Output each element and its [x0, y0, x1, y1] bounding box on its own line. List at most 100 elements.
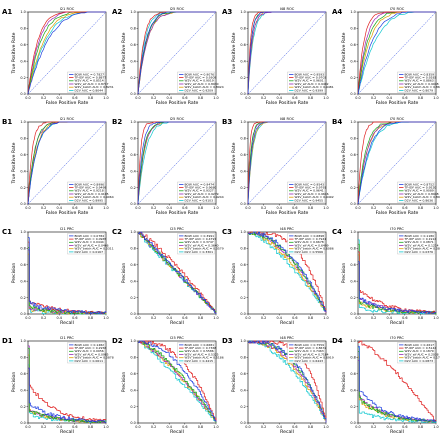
y-axis-label: True Positive Rate: [341, 142, 347, 184]
y-tick-label: 0.6: [130, 372, 135, 376]
y-axis-label: True Positive Rate: [231, 142, 237, 184]
x-axis-label: False Positive Rate: [156, 100, 199, 106]
x-tick-label: 0.4: [56, 316, 61, 320]
chance-diagonal: [27, 121, 107, 205]
x-tick-label: 0.8: [308, 316, 313, 320]
x-tick-label: 0.8: [198, 316, 203, 320]
series-line: [138, 233, 217, 314]
series-line: [27, 121, 106, 205]
legend-entry: W2V AUC = 0.0956: [75, 349, 104, 353]
panel-d1: D1 I21 PRC 0.00.0 0.2 0.2 0.4 0.4 0.6 0.6 0.8 0.8 1…: [2, 336, 114, 435]
x-tick-label: 0.6: [292, 206, 297, 210]
y-tick-label: 0.2: [130, 405, 135, 409]
panel-label: B4: [332, 118, 342, 126]
y-tick-label: 0.2: [350, 186, 355, 190]
y-tick-label: 0.6: [20, 372, 25, 376]
legend-entry: TF-IDF AUC = 0.9499: [74, 186, 107, 190]
y-tick-label: 0.2: [130, 76, 135, 80]
panel-label: A4: [332, 8, 342, 16]
y-tick-label: 0.6: [20, 153, 25, 157]
y-tick-label: 0.4: [130, 388, 135, 392]
x-axis-label: False Positive Rate: [376, 210, 419, 216]
x-tick-label: 0.2: [371, 425, 376, 429]
legend-entry: W2V_batch AUC = 0.6919: [295, 356, 334, 360]
x-axis-label: False Positive Rate: [266, 100, 309, 106]
x-tick-label: 0.6: [182, 96, 187, 100]
legend-entry: W2V_sif AUC = 0.3640: [185, 243, 219, 247]
y-tick-label: 0.0: [130, 202, 135, 206]
y-tick-label: 0.8: [350, 356, 355, 360]
y-tick-label: 0.8: [130, 356, 135, 360]
y-tick-label: 0.6: [130, 263, 135, 267]
y-tick-label: 0.2: [350, 76, 355, 80]
legend-box: [397, 342, 435, 364]
y-tick-label: 1.0: [130, 339, 135, 343]
legend-entry: W2V_batch AUC = 0.5186: [185, 356, 224, 360]
y-axis-label: True Positive Rate: [11, 32, 17, 74]
chance-diagonal: [247, 11, 327, 95]
panel-title: I48 ROC: [280, 117, 295, 121]
legend-entry: W2V AUC = 0.3747: [185, 240, 214, 244]
x-tick-label: 0.8: [198, 206, 203, 210]
x-tick-label: 0.4: [386, 425, 391, 429]
y-tick-label: 0.0: [20, 202, 25, 206]
x-tick-label: 0.0: [25, 316, 30, 320]
x-tick-label: 0.4: [276, 425, 281, 429]
legend-entry: D2V AUC = 0.8995: [75, 198, 104, 202]
x-tick-label: 0.8: [308, 425, 313, 429]
y-tick-label: 1.0: [240, 230, 245, 234]
panel-label: D1: [2, 337, 13, 345]
x-tick-label: 0.4: [386, 96, 391, 100]
x-tick-label: 0.2: [371, 96, 376, 100]
y-tick-label: 1.0: [350, 230, 355, 234]
legend-entry: BOW AUC = 0.0784: [75, 234, 105, 238]
panel-b2: B2 I25 ROC 0.00.0 0.2 0.2 0.4 0.4 0.6 0.6 0.8 0.8 1…: [112, 117, 224, 216]
x-tick-label: 0.0: [245, 425, 250, 429]
legend-entry: TF-IDF AUC = 0.8672: [294, 346, 327, 350]
x-tick-label: 0.2: [371, 206, 376, 210]
x-tick-label: 0.6: [72, 206, 77, 210]
legend-entry: BOW AUC = 0.9474: [185, 182, 215, 186]
y-tick-label: 1.0: [240, 120, 245, 124]
panel-title: I25 ROC: [170, 7, 185, 11]
y-tick-label: 0.6: [240, 43, 245, 47]
y-tick-label: 0.8: [20, 356, 25, 360]
legend-entry: D2V AUC = 0.0167: [75, 250, 104, 254]
panel-title: I70 PRC: [390, 336, 404, 340]
series-line: [28, 247, 107, 315]
x-tick-label: 0.0: [245, 206, 250, 210]
y-tick-label: 0.6: [240, 263, 245, 267]
y-tick-label: 0.4: [240, 169, 245, 173]
panel-b3: B3 I48 ROC 0.00.0 0.2 0.2 0.4 0.4 0.6 0.6 0.8 0.8 1…: [222, 117, 334, 216]
legend-entry: BOW AUC = 0.8752: [405, 182, 435, 186]
y-tick-label: 0.6: [350, 43, 355, 47]
legend-entry: W2V AUC = 0.6678: [295, 240, 324, 244]
legend-entry: W2V_batch AUC = 0.9244: [185, 195, 224, 199]
legend-entry: BOW AUC = 0.2617: [405, 343, 435, 347]
x-tick-label: 0.2: [41, 425, 46, 429]
legend-entry: D2V AUC = 0.5566: [295, 250, 324, 254]
panel-label: C1: [2, 228, 12, 236]
x-tick-label: 0.2: [261, 425, 266, 429]
legend-entry: W2V_sif AUC = 0.8717: [75, 82, 109, 86]
x-tick-label: 0.0: [135, 316, 140, 320]
legend-entry: TF-IDF AUC = 0.9309: [184, 76, 217, 80]
y-axis-label: Precision: [231, 263, 237, 284]
legend-entry: BOW AUC = 0.7827: [75, 72, 105, 76]
y-axis-label: True Positive Rate: [121, 32, 127, 74]
series-line: [247, 11, 326, 95]
y-tick-label: 0.4: [20, 388, 25, 392]
legend-entry: BOW AUC = 0.9076: [185, 72, 215, 76]
series-line: [357, 121, 436, 205]
x-tick-label: 0.8: [88, 316, 93, 320]
y-tick-label: 0.0: [20, 421, 25, 425]
x-tick-label: 0.0: [355, 206, 360, 210]
y-axis-label: Precision: [121, 263, 127, 284]
x-tick-label: 0.2: [371, 316, 376, 320]
legend-entry: W2V AUC = 0.9019: [185, 79, 214, 83]
y-axis-label: Precision: [341, 263, 347, 284]
panel-c4: C4 I70 PRC 0.00.0 0.2 0.2 0.4 0.4 0.6 0.6 0.8 0.8 1…: [332, 227, 440, 326]
legend-box: [177, 181, 215, 203]
